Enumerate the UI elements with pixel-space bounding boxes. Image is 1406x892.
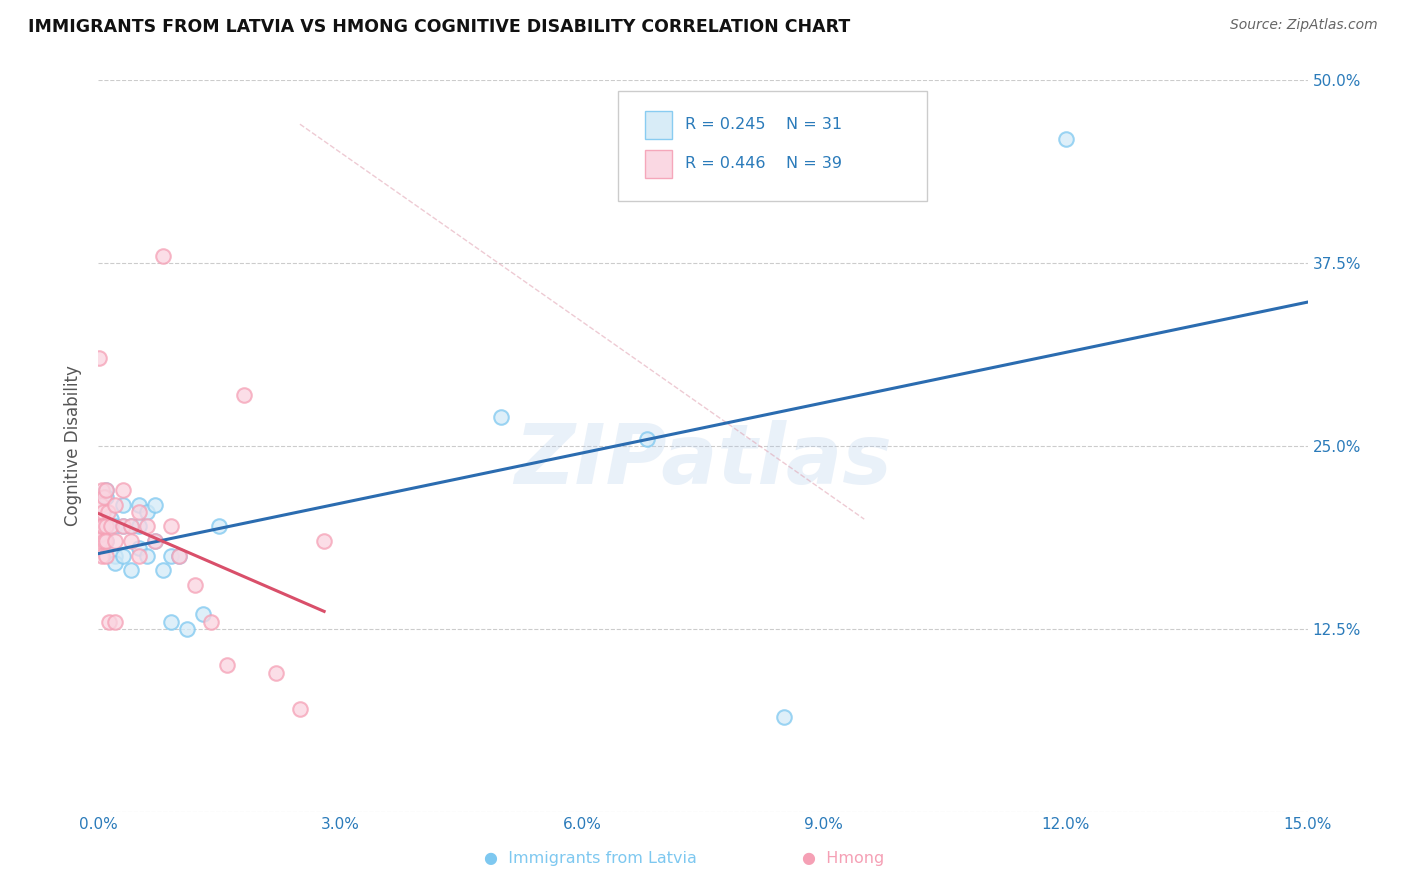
Point <box>103 498 125 512</box>
Point <box>160 615 183 629</box>
Point <box>97 615 120 629</box>
Point <box>193 607 215 622</box>
Point <box>200 615 222 629</box>
Point <box>217 658 239 673</box>
Point <box>143 498 166 512</box>
Point <box>103 615 125 629</box>
Point <box>128 541 150 556</box>
Point <box>135 505 157 519</box>
Text: R = 0.245    N = 31: R = 0.245 N = 31 <box>685 118 842 132</box>
FancyBboxPatch shape <box>645 150 672 178</box>
Point <box>91 519 114 533</box>
Point <box>91 549 114 563</box>
Y-axis label: Cognitive Disability: Cognitive Disability <box>65 366 83 526</box>
Point <box>91 505 114 519</box>
Point <box>135 549 157 563</box>
Point <box>160 519 183 533</box>
Text: Source: ZipAtlas.com: Source: ZipAtlas.com <box>1230 18 1378 32</box>
Point <box>111 498 134 512</box>
Point <box>96 534 118 549</box>
Point <box>120 534 142 549</box>
Point <box>91 519 114 533</box>
Point <box>93 490 115 504</box>
Point <box>152 563 174 577</box>
Point <box>103 534 125 549</box>
FancyBboxPatch shape <box>645 111 672 139</box>
Point <box>96 534 118 549</box>
Point <box>90 498 112 512</box>
Point <box>264 665 287 680</box>
Point <box>152 249 174 263</box>
Point <box>1054 132 1077 146</box>
Point <box>91 483 114 497</box>
Point <box>176 622 198 636</box>
Point <box>111 483 134 497</box>
Point <box>97 505 120 519</box>
Point <box>90 526 112 541</box>
Point <box>208 519 231 533</box>
Point <box>103 549 125 563</box>
Point <box>160 549 183 563</box>
Point <box>184 578 207 592</box>
Point <box>232 388 254 402</box>
Point <box>128 519 150 533</box>
Point <box>111 519 134 533</box>
Point <box>167 549 190 563</box>
Text: ●  Hmong: ● Hmong <box>803 852 884 866</box>
Point <box>96 490 118 504</box>
Text: ●  Immigrants from Latvia: ● Immigrants from Latvia <box>484 852 697 866</box>
Point <box>103 556 125 570</box>
Point <box>143 534 166 549</box>
Point <box>167 549 190 563</box>
Point <box>128 549 150 563</box>
Point <box>96 483 118 497</box>
Point <box>288 702 311 716</box>
Point <box>96 483 118 497</box>
Point <box>120 519 142 533</box>
Point <box>128 498 150 512</box>
Point <box>491 409 513 424</box>
Point <box>90 519 112 533</box>
Point <box>96 549 118 563</box>
Point <box>103 519 125 533</box>
Point <box>772 709 794 723</box>
Point <box>111 549 134 563</box>
Point <box>100 519 122 533</box>
Point <box>636 432 658 446</box>
Text: IMMIGRANTS FROM LATVIA VS HMONG COGNITIVE DISABILITY CORRELATION CHART: IMMIGRANTS FROM LATVIA VS HMONG COGNITIV… <box>28 18 851 36</box>
Point <box>135 519 157 533</box>
Text: R = 0.446    N = 39: R = 0.446 N = 39 <box>685 156 842 171</box>
Point <box>128 505 150 519</box>
Point <box>93 534 115 549</box>
Point <box>100 512 122 526</box>
Point <box>111 519 134 533</box>
Point <box>89 519 111 533</box>
Point <box>314 534 336 549</box>
FancyBboxPatch shape <box>619 91 927 201</box>
Point <box>89 351 111 366</box>
Point <box>89 534 111 549</box>
Point <box>120 519 142 533</box>
Point <box>143 534 166 549</box>
Text: ZIPatlas: ZIPatlas <box>515 420 891 501</box>
Point <box>120 563 142 577</box>
Point <box>96 519 118 533</box>
